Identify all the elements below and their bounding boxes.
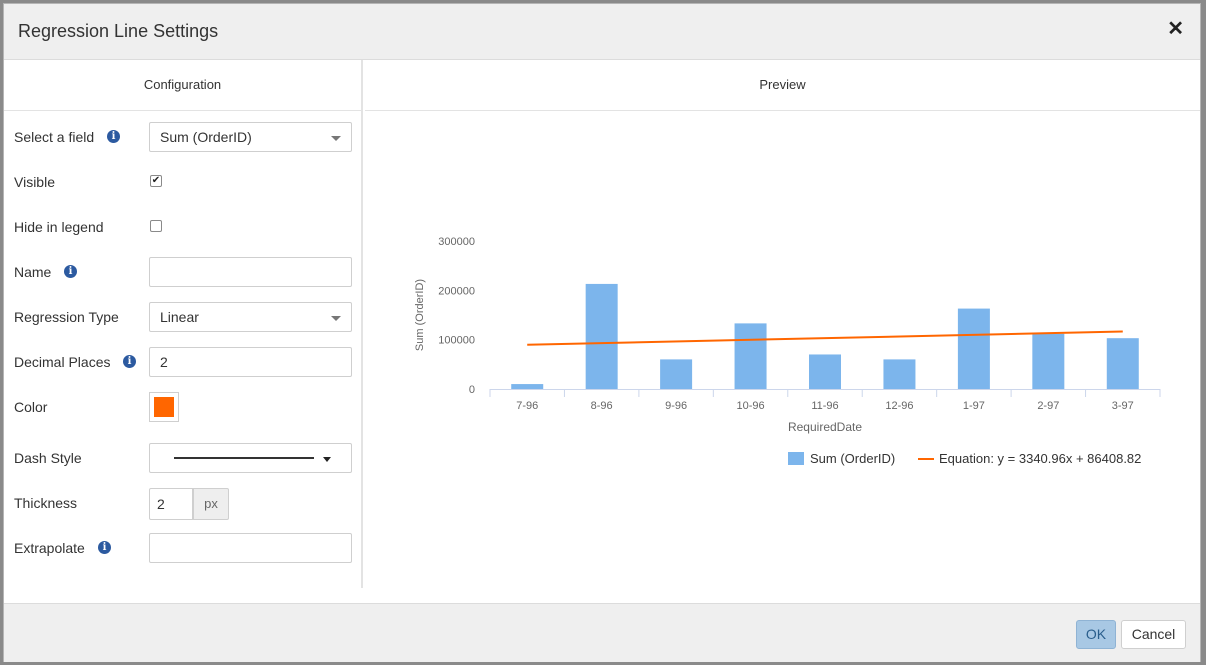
x-tick-label: 3-97 [1112, 400, 1134, 412]
color-label: Color [14, 399, 48, 415]
hide-in-legend-checkbox[interactable] [150, 220, 162, 232]
info-icon[interactable]: i [64, 265, 77, 278]
y-tick-label: 300000 [438, 236, 475, 248]
thickness-row: Thickness 2 px [4, 488, 363, 520]
dialog-header: Regression Line Settings ✕ [4, 4, 1200, 60]
bar [957, 308, 990, 389]
name-label: Name [14, 264, 52, 280]
regression-line [527, 330, 1123, 346]
visible-label: Visible [14, 174, 55, 190]
legend-swatch-bars [788, 452, 804, 465]
bar [809, 354, 841, 389]
regression-type-row: Regression Type Linear [4, 302, 363, 332]
decimal-places-label: Decimal Places [14, 354, 111, 370]
extrapolate-label: Extrapolate [14, 540, 85, 556]
thickness-input[interactable]: 2 [149, 488, 193, 520]
extrapolate-input[interactable] [149, 533, 352, 563]
ok-button[interactable]: OK [1076, 620, 1116, 649]
chevron-down-icon [331, 316, 341, 321]
legend-label-regression: Equation: y = 3340.96x + 86408.82 [939, 451, 1141, 466]
x-tick-label: 11-96 [811, 400, 838, 412]
extrapolate-row: Extrapolate i [4, 533, 363, 563]
y-tick-label: 200000 [438, 285, 475, 297]
select-field-row: Select a field i Sum (OrderID) [4, 122, 363, 152]
y-axis-label: Sum (OrderID) [414, 279, 426, 351]
bar [883, 359, 916, 389]
hide-in-legend-row: Hide in legend [4, 212, 363, 242]
thickness-label: Thickness [14, 495, 78, 511]
dash-style-row: Dash Style [4, 443, 363, 473]
close-icon[interactable]: ✕ [1167, 18, 1184, 40]
select-field-value: Sum (OrderID) [160, 129, 252, 145]
dialog-body: Configuration Select a field i Sum (Orde… [4, 60, 1200, 588]
name-row: Name i [4, 257, 363, 287]
configuration-heading: Configuration [4, 60, 361, 111]
caret-down-icon [323, 457, 331, 462]
color-picker[interactable] [149, 392, 179, 422]
cancel-button[interactable]: Cancel [1121, 620, 1186, 649]
regression-type-dropdown[interactable]: Linear [149, 302, 352, 332]
color-swatch [154, 397, 174, 417]
select-field-label: Select a field [14, 129, 95, 145]
bar [1032, 333, 1065, 389]
x-tick-label: 2-97 [1037, 400, 1059, 412]
info-icon[interactable]: i [98, 541, 111, 554]
solid-line-icon [174, 457, 314, 459]
regression-line-settings-dialog: Regression Line Settings ✕ Configuration… [3, 3, 1201, 662]
thickness-unit: px [193, 488, 229, 520]
color-row: Color [4, 392, 363, 422]
regression-preview-chart: 0 100000 200000 300000 Sum (OrderID) 7-96 8-96… [414, 236, 1161, 466]
x-tick-label: 12-96 [885, 400, 913, 412]
dialog-title: Regression Line Settings [18, 21, 219, 41]
x-tick-label: 1-97 [963, 400, 985, 412]
preview-panel: Preview 0 100000 200000 300000 Sum (OrderID)… [365, 60, 1200, 588]
chevron-down-icon [331, 136, 341, 141]
y-tick-label: 100000 [438, 335, 475, 347]
x-tick-label: 10-96 [736, 400, 764, 412]
bar [660, 359, 693, 389]
legend-label-bars: Sum (OrderID) [810, 451, 895, 466]
bar [1106, 338, 1139, 389]
y-tick-label: 0 [469, 384, 475, 396]
hide-in-legend-label: Hide in legend [14, 219, 104, 235]
regression-type-label: Regression Type [14, 309, 119, 325]
x-tick-label: 9-96 [665, 400, 687, 412]
bar [734, 323, 767, 389]
visible-checkbox[interactable]: ✔ [150, 175, 162, 187]
name-input[interactable] [149, 257, 352, 287]
regression-type-value: Linear [160, 309, 199, 325]
bar [511, 384, 544, 389]
select-field-dropdown[interactable]: Sum (OrderID) [149, 122, 352, 152]
configuration-panel: Configuration Select a field i Sum (Orde… [4, 60, 363, 588]
decimal-places-input[interactable]: 2 [149, 347, 352, 377]
info-icon[interactable]: i [107, 130, 120, 143]
preview-heading: Preview [365, 60, 1200, 111]
visible-row: Visible ✔ [4, 167, 363, 197]
bar [585, 283, 618, 389]
info-icon[interactable]: i [123, 355, 136, 368]
x-axis-label: RequiredDate [788, 420, 862, 434]
x-tick-label: 7-96 [516, 400, 538, 412]
decimal-places-row: Decimal Places i 2 [4, 347, 363, 377]
dash-style-dropdown[interactable] [149, 443, 352, 473]
dash-style-label: Dash Style [14, 450, 82, 466]
dialog-footer: OK Cancel [4, 603, 1200, 662]
x-tick-label: 8-96 [591, 400, 613, 412]
